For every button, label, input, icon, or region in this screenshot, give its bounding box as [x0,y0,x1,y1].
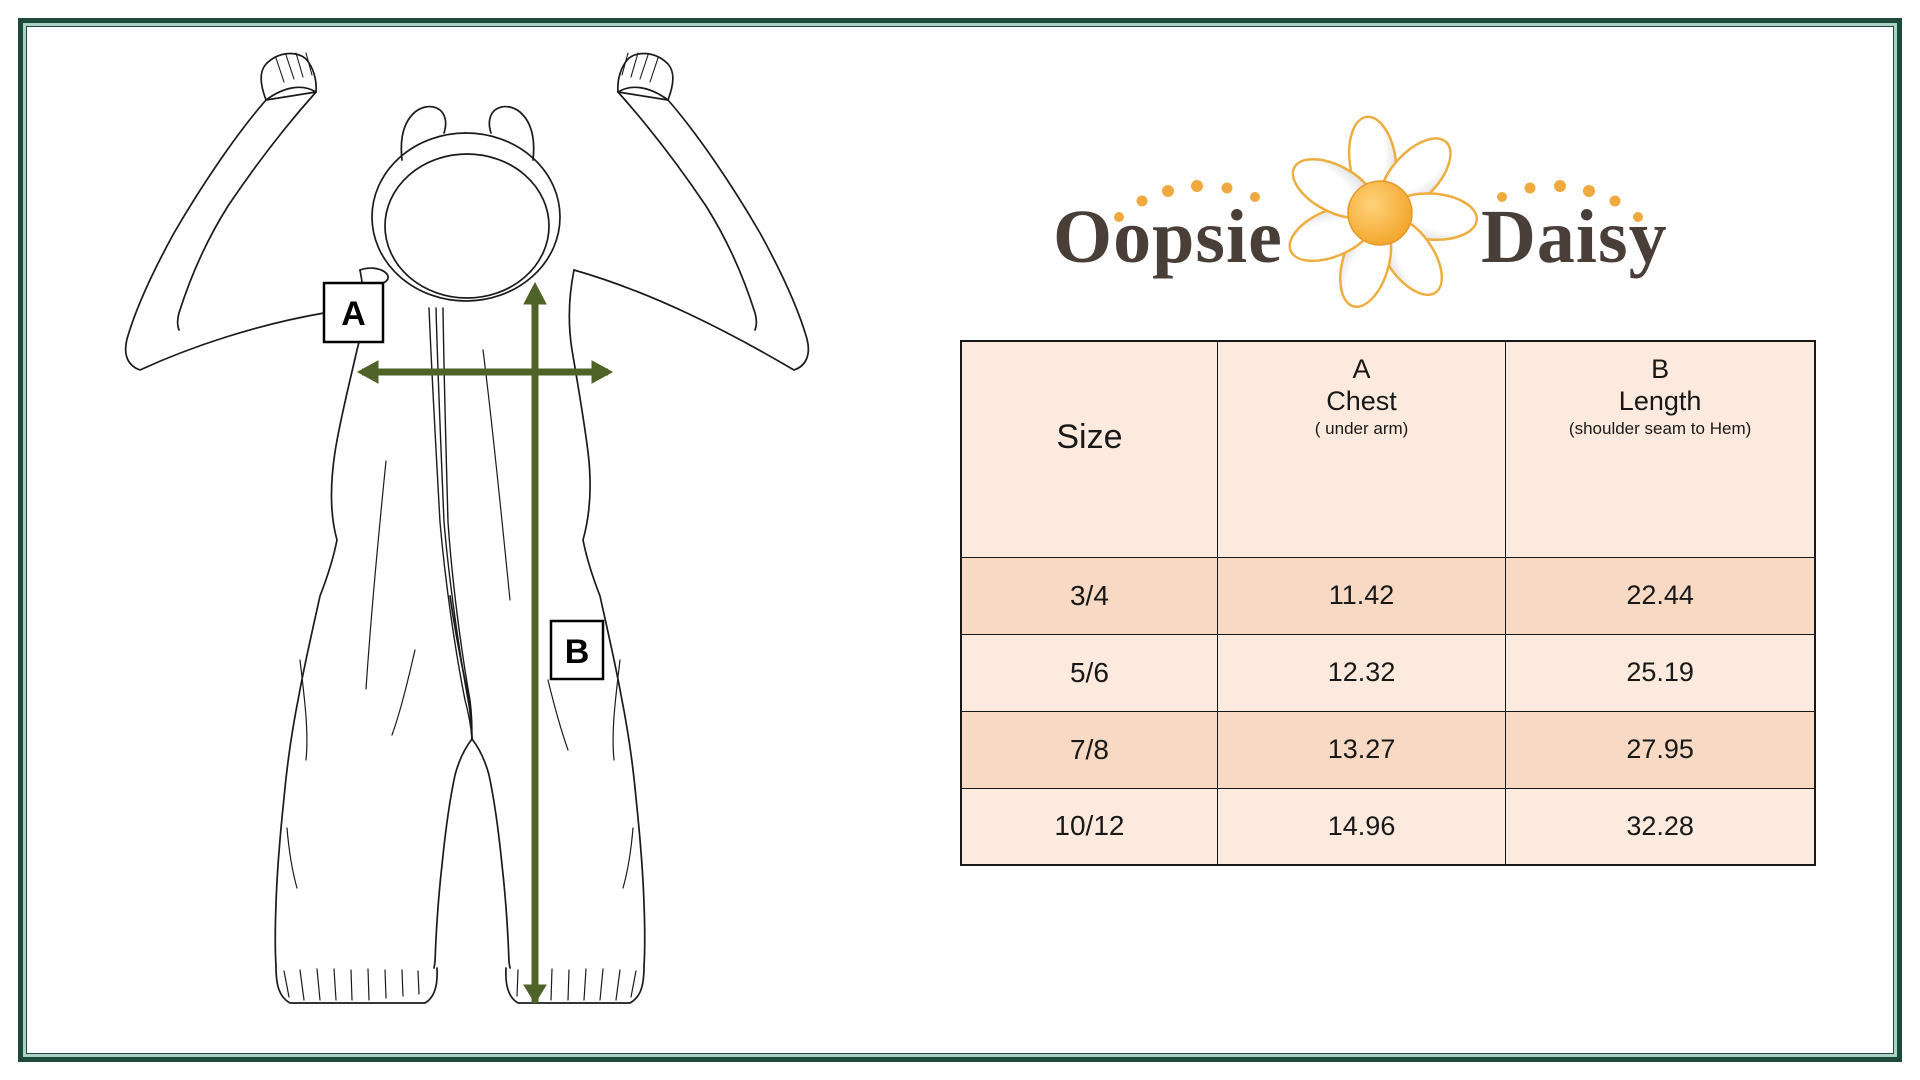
svg-text:Oopsie: Oopsie [1053,195,1283,279]
svg-text:Daisy: Daisy [1481,195,1668,279]
svg-text:A: A [341,295,366,333]
svg-text:B: B [565,633,590,671]
